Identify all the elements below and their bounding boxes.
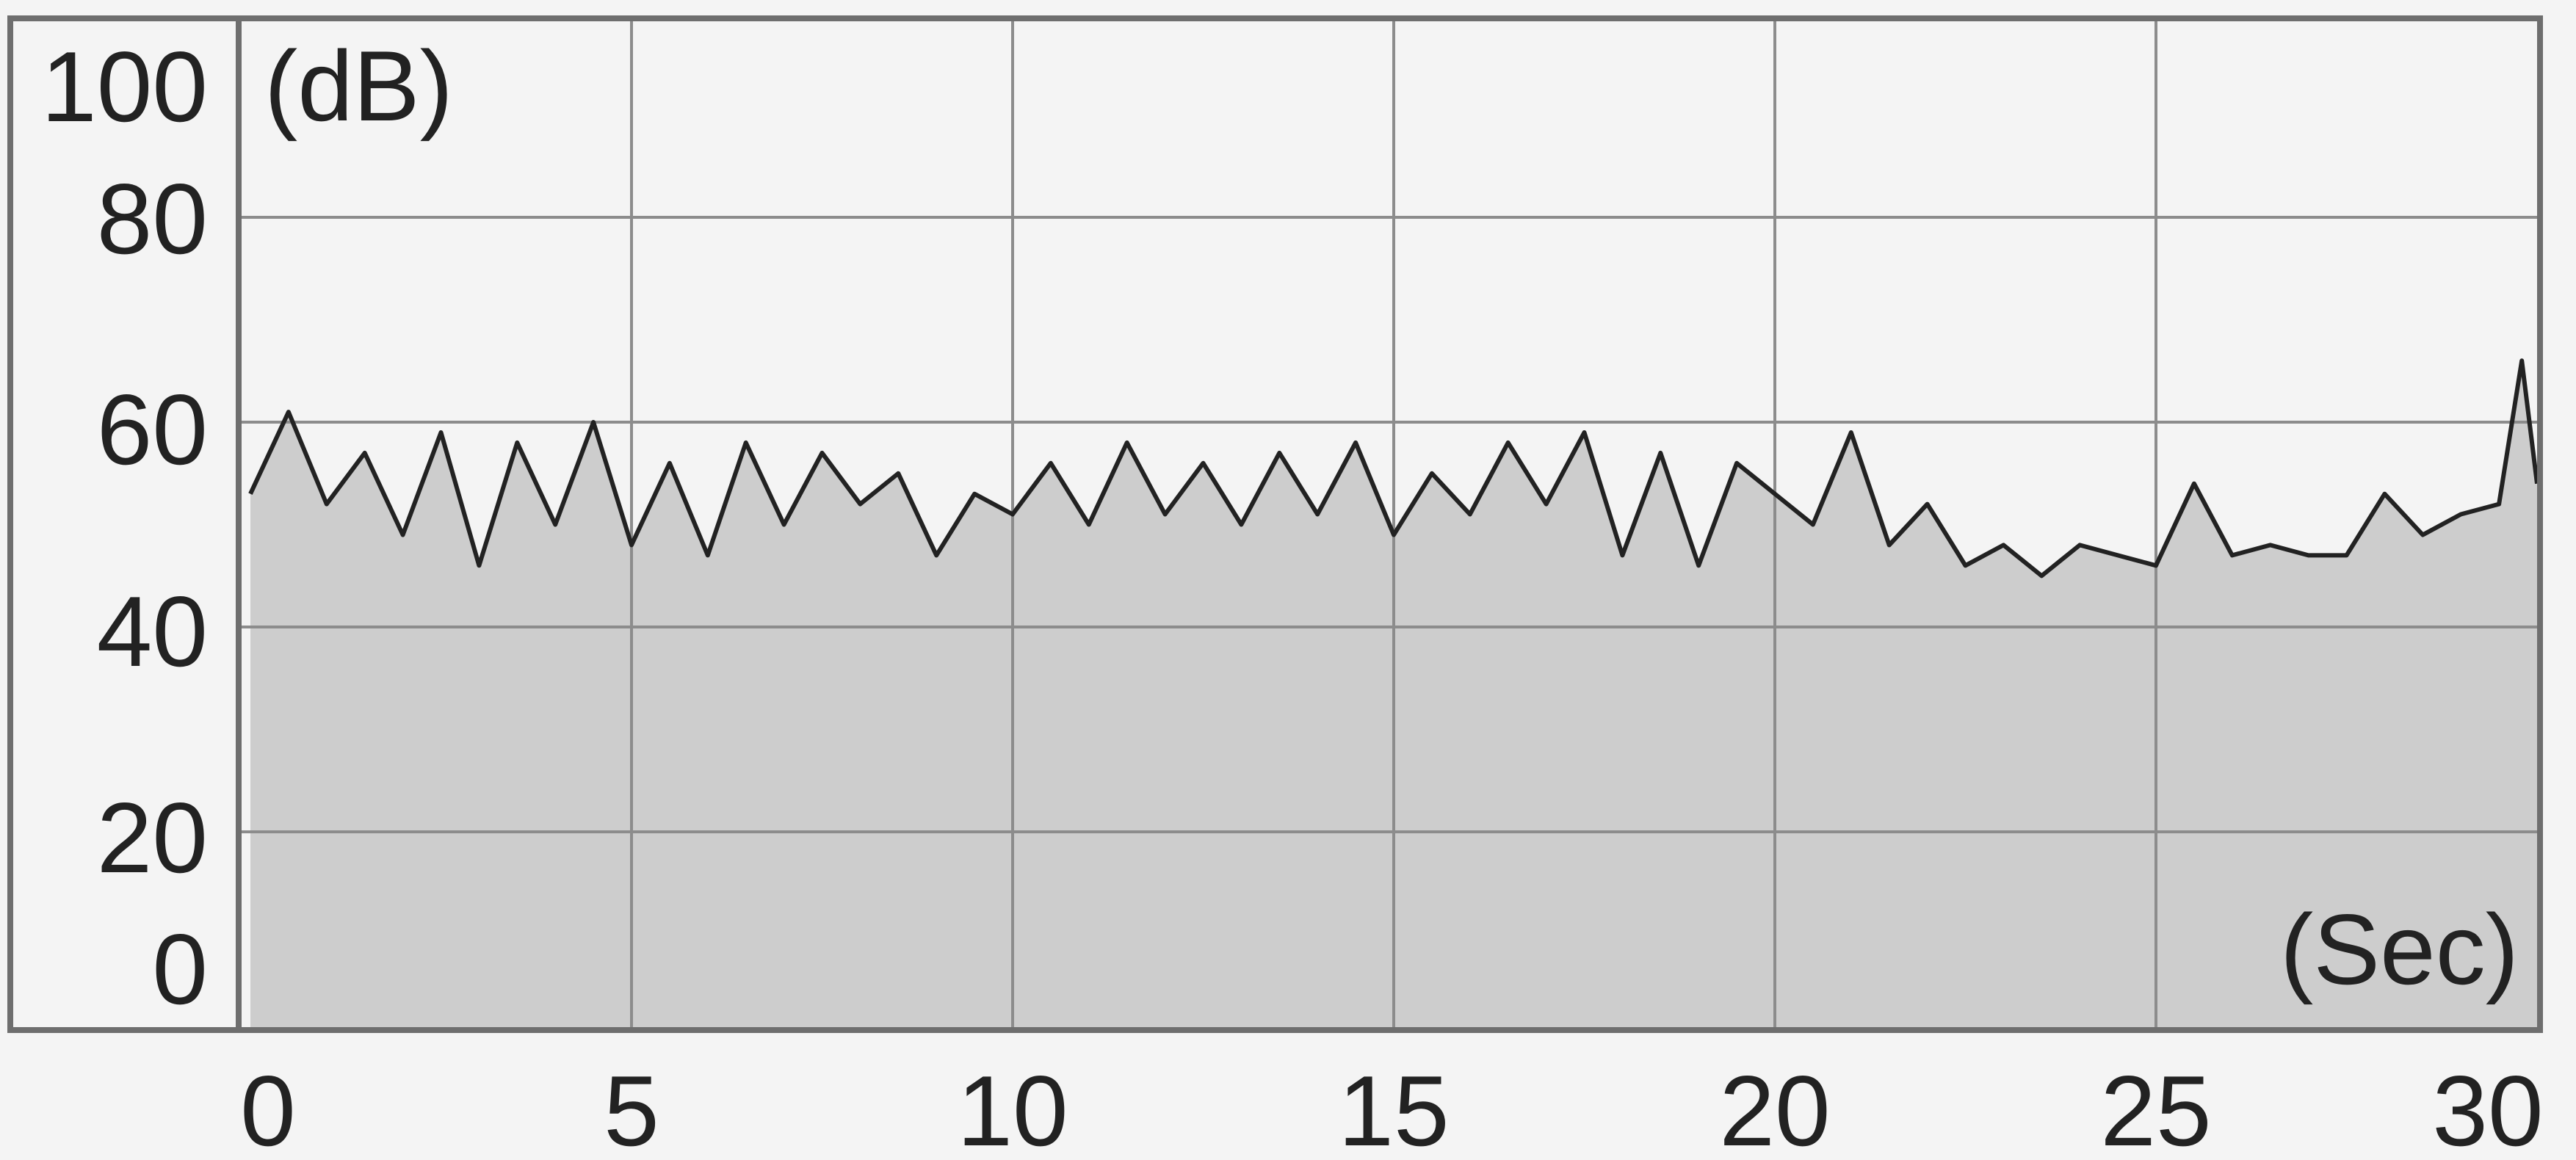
x-tick-label: 20 [1719,1055,1830,1160]
y-tick-labels: 100 80 60 40 20 0 [41,31,208,1025]
y-tick-label: 0 [152,913,208,1025]
y-unit-label: (dB) [264,30,453,142]
y-tick-label: 40 [97,576,208,687]
y-tick-label: 20 [97,782,208,893]
y-tick-label: 60 [97,374,208,485]
x-unit-label: (Sec) [2280,893,2519,1005]
y-tick-label: 80 [97,163,208,275]
plot-frame [7,15,2543,1033]
x-tick-labels: 0 5 10 15 20 25 30 [240,1055,2543,1160]
x-tick-label: 25 [2100,1055,2211,1160]
horizontal-gridlines [239,216,2537,833]
data-series-line [248,358,2539,579]
x-tick-label: 5 [604,1055,659,1160]
y-tick-label: 100 [41,31,208,142]
vertical-gridlines [630,18,2157,1030]
x-tick-label: 30 [2432,1055,2543,1160]
x-tick-label: 15 [1338,1055,1449,1160]
x-tick-label: 10 [957,1055,1068,1160]
x-tick-label: 0 [240,1055,296,1160]
